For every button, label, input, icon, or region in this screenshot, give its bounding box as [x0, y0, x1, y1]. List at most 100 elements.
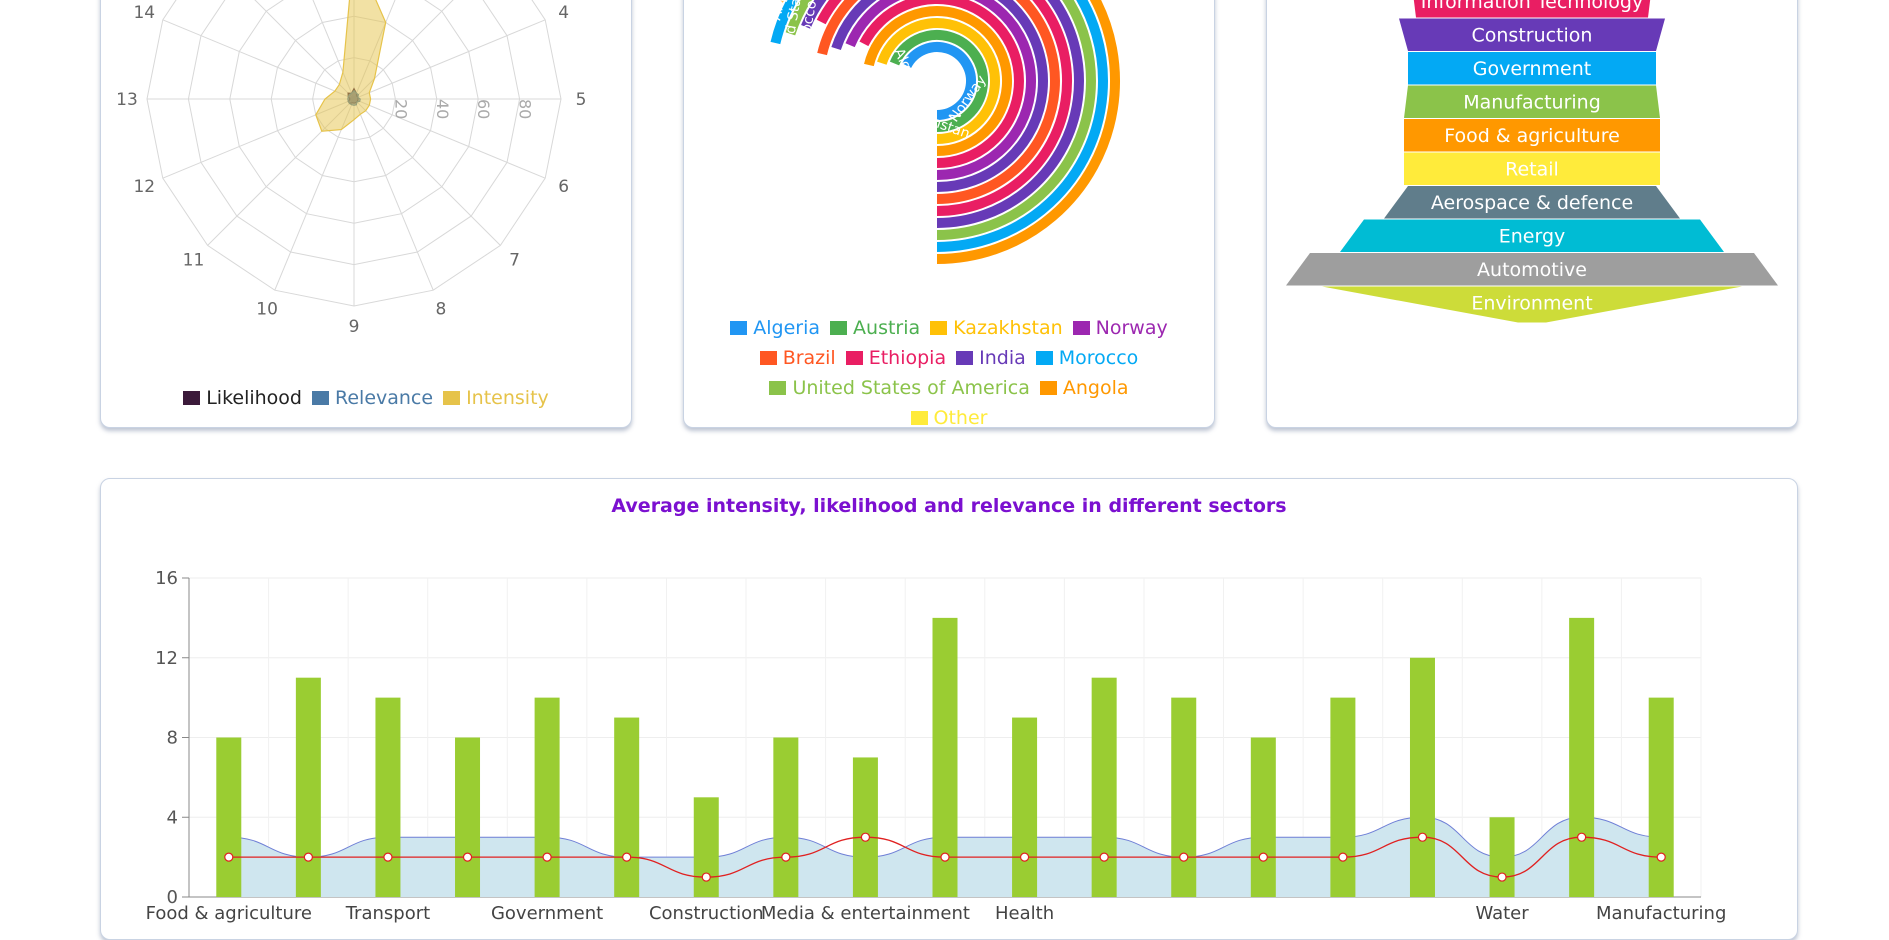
- sunburst-legend-item[interactable]: Norway: [1072, 313, 1168, 343]
- radar-spoke: [353, 98, 434, 291]
- funnel-stage-label: Retail: [1505, 159, 1559, 181]
- radar-grid: [146, 0, 562, 307]
- sunburst-legend-item[interactable]: Kazakhstan: [930, 313, 1063, 343]
- radar-legend-item[interactable]: Relevance: [312, 383, 433, 413]
- radar-spoke-label: 7: [509, 251, 520, 271]
- legend-label: Ethiopia: [868, 347, 947, 369]
- intensity-bar: [614, 717, 640, 897]
- likelihood-point: [1099, 852, 1109, 862]
- sunburst-legend-item[interactable]: Brazil: [759, 343, 836, 373]
- funnel-stage: [1286, 253, 1778, 286]
- radar-radial-tick: 60: [474, 99, 493, 119]
- radar-legend: Likelihood Relevance Intensity: [101, 383, 631, 413]
- legend-swatch: [769, 381, 787, 395]
- intensity-bar: [773, 737, 799, 897]
- likelihood-point: [1179, 852, 1189, 862]
- funnel-stage: [1404, 119, 1660, 152]
- sunburst-legend-item[interactable]: Algeria: [730, 313, 820, 343]
- radar-spoke-label: 13: [116, 90, 138, 110]
- likelihood-point: [701, 872, 711, 882]
- likelihood-point: [781, 852, 791, 862]
- radar-spoke-label: 10: [256, 300, 278, 320]
- likelihood-point: [303, 852, 313, 862]
- legend-swatch: [1072, 321, 1090, 335]
- sunburst-ring: [785, 0, 1096, 240]
- legend-label: Morocco: [1058, 347, 1139, 369]
- sunburst-ring: [770, 0, 1108, 252]
- likelihood-point: [1417, 832, 1428, 842]
- legend-swatch: [443, 391, 461, 405]
- intensity-bar: [1250, 737, 1276, 897]
- legend-label: Norway: [1095, 317, 1168, 339]
- legend-label: Algeria: [753, 317, 821, 339]
- legend-label: Other: [933, 407, 988, 429]
- sunburst-legend-item[interactable]: United States of America: [769, 373, 1030, 403]
- y-tick-label: 0: [167, 887, 178, 908]
- legend-swatch: [845, 351, 863, 365]
- legend-label: Intensity: [466, 387, 549, 409]
- intensity-bar: [1648, 697, 1674, 897]
- radar-spoke: [353, 0, 454, 100]
- intensity-bar: [455, 737, 481, 897]
- sunburst-ring: [817, 0, 1060, 204]
- sunburst-ring: [877, 18, 1000, 144]
- sunburst-chart-card: India Ethiopia Brazil Norway Kazakhstan Austr…: [683, 0, 1215, 429]
- sunburst-ring: [778, 0, 1120, 264]
- sunburst-legend-item[interactable]: Other: [910, 403, 988, 433]
- funnel-stage: [1404, 85, 1660, 118]
- x-tick-label: Media & entertainment: [761, 903, 970, 924]
- legend-swatch: [730, 321, 748, 335]
- radar-chart: 4 5 6 7 8 9 10 11 12 13 14 20 40 60 80: [116, 0, 587, 337]
- sunburst-legend-item[interactable]: Austria: [830, 313, 920, 343]
- sunburst-legend-item[interactable]: Angola: [1039, 373, 1129, 403]
- intensity-bar: [295, 677, 321, 897]
- sunburst-ring: [831, 0, 1048, 192]
- sunburst-ring: [902, 42, 977, 120]
- likelihood-point: [383, 852, 393, 862]
- legend-swatch: [183, 391, 201, 405]
- legend-swatch: [1035, 351, 1053, 365]
- x-tick-label: Food & agriculture: [146, 903, 312, 924]
- y-tick-label: 16: [155, 568, 178, 589]
- intensity-bar: [1091, 677, 1117, 897]
- funnel-stage-label: Food & agriculture: [1444, 125, 1620, 147]
- intensity-bar: [1489, 817, 1515, 897]
- likelihood-point: [1577, 832, 1587, 842]
- funnel-chart-card: Information Technology Construction Govern…: [1266, 0, 1798, 428]
- sunburst-legend-item[interactable]: Ethiopia: [845, 343, 947, 373]
- radar-legend-item[interactable]: Likelihood: [183, 383, 302, 413]
- radar-legend-item[interactable]: Intensity: [443, 383, 549, 413]
- likelihood-point: [940, 852, 950, 862]
- legend-swatch: [1039, 381, 1057, 395]
- radar-spoke: [312, 0, 355, 100]
- intensity-bar: [1171, 697, 1197, 897]
- intensity-bar: [375, 697, 401, 897]
- funnel-stage-label: Government: [1473, 58, 1592, 80]
- radar-spoke-label: 5: [576, 90, 587, 110]
- sector-chart-title: Average intensity, likelihood and releva…: [611, 495, 1287, 517]
- radar-spoke: [353, 98, 546, 179]
- funnel-stage: [1340, 219, 1724, 252]
- funnel-stage: [1399, 18, 1665, 51]
- intensity-bar: [1409, 657, 1435, 897]
- radar-spoke-label: 14: [133, 3, 155, 23]
- x-tick-label: Government: [491, 903, 603, 924]
- likelihood-point: [860, 832, 871, 842]
- radar-spoke: [353, 98, 501, 246]
- intensity-bar: [216, 737, 242, 897]
- funnel-chart: Information Technology Construction Govern…: [1286, 0, 1778, 323]
- legend-label: Kazakhstan: [953, 317, 1063, 339]
- funnel-stage: [1384, 186, 1680, 219]
- legend-label: Likelihood: [206, 387, 302, 409]
- likelihood-point: [622, 852, 632, 862]
- sunburst-legend-item[interactable]: Morocco: [1035, 343, 1139, 373]
- sunburst-legend-item[interactable]: India: [956, 343, 1026, 373]
- intensity-bar: [932, 617, 958, 897]
- legend-label: India: [979, 347, 1026, 369]
- radar-chart-card: 4 5 6 7 8 9 10 11 12 13 14 20 40 60 80 Likelihood Relev…: [100, 0, 632, 428]
- x-tick-label: Construction: [649, 903, 764, 924]
- radar-spoke-label: 8: [435, 300, 446, 320]
- sunburst-ring: [859, 0, 1024, 168]
- sunburst-legend: Algeria Austria Kazakhstan Norway Brazil Ethi…: [684, 313, 1214, 433]
- sector-chart: 0 4 8 12 16 Food & agriculture Transport Govern…: [146, 568, 1727, 924]
